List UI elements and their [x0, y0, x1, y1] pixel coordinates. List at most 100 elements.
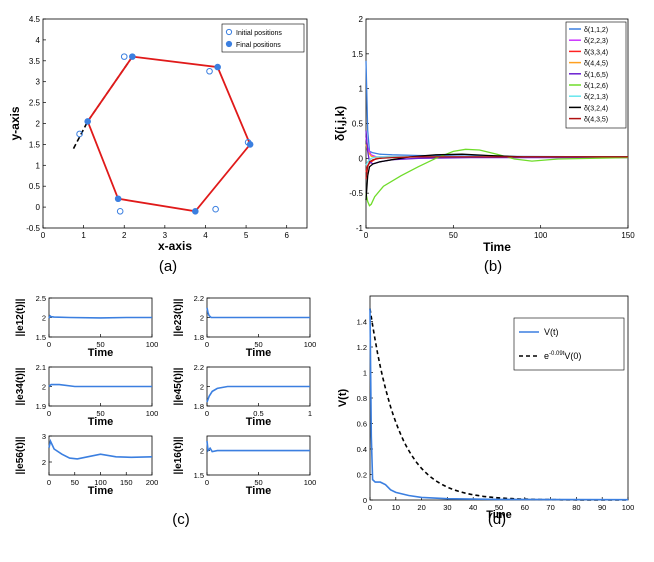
x-tick-label: 90	[598, 503, 606, 512]
initial-position-marker	[212, 205, 219, 213]
y-tick-label: 4	[36, 36, 41, 45]
y-axis-label: ||e34(t)||	[15, 367, 26, 405]
x-tick-label: 0.5	[253, 409, 263, 418]
y-tick-label: 0.5	[29, 182, 41, 191]
y-axis-label: ||e56(t)||	[15, 436, 26, 474]
x-tick-label: 1	[81, 231, 86, 240]
x-axis-label: Time	[246, 347, 271, 359]
y-tick-label: 0.4	[357, 445, 367, 454]
x-tick-label: 3	[163, 231, 168, 240]
y-tick-label: 1.8	[194, 333, 204, 342]
series-line	[48, 438, 153, 460]
y-tick-label: 2	[42, 458, 46, 467]
x-tick-label: 50	[71, 478, 79, 487]
y-tick-label: 1.4	[357, 318, 367, 327]
y-tick-label: 0.5	[352, 120, 364, 129]
series-line	[206, 307, 310, 319]
final-position-marker	[192, 207, 199, 215]
x-tick-label: 50	[96, 340, 104, 349]
x-tick-label: 2	[122, 231, 127, 240]
series-line	[365, 153, 628, 201]
y-axis-label: V(t)	[337, 389, 349, 408]
y-tick-label: 1.5	[352, 50, 364, 59]
x-tick-label: 100	[146, 340, 159, 349]
x-tick-label: 150	[621, 231, 635, 240]
legend-label: e-0.09tV(0)	[544, 351, 581, 361]
initial-position-marker	[120, 53, 128, 60]
y-axis-label: y-axis	[8, 106, 22, 140]
series-line	[365, 60, 629, 158]
x-tick-label: 100	[622, 503, 635, 512]
y-tick-label: 2	[359, 15, 364, 24]
y-tick-label: 1	[36, 161, 41, 170]
y-tick-label: 0	[359, 154, 364, 163]
y-tick-label: 1.5	[36, 333, 46, 342]
x-tick-label: 40	[469, 503, 477, 512]
x-tick-label: 150	[120, 478, 133, 487]
legend-marker-final	[225, 40, 233, 48]
y-tick-label: 1.8	[194, 402, 204, 411]
panel-caption: (b)	[484, 258, 502, 275]
y-tick-label: 2	[42, 383, 46, 392]
x-tick-label: 1	[308, 409, 312, 418]
x-tick-label: 50	[254, 478, 262, 487]
legend-label: Final positions	[236, 42, 281, 49]
y-axis-label: ||e12(t)||	[15, 298, 26, 336]
legend-label: Initial positions	[236, 30, 282, 37]
y-tick-label: 0	[36, 203, 41, 212]
x-axis-label: Time	[88, 485, 113, 497]
x-tick-label: 0	[205, 409, 209, 418]
x-axis-label: Time	[246, 485, 271, 497]
x-tick-label: 100	[534, 231, 548, 240]
x-tick-label: 80	[572, 503, 580, 512]
y-tick-label: 1.5	[194, 471, 204, 480]
x-tick-label: 4	[203, 231, 208, 240]
y-tick-label: 2.2	[194, 363, 204, 372]
y-tick-label: 2	[36, 120, 41, 129]
y-tick-label: -0.5	[26, 224, 40, 233]
series-line	[206, 385, 310, 403]
x-tick-label: 5	[244, 231, 249, 240]
x-tick-label: 100	[304, 340, 317, 349]
x-tick-label: 20	[417, 503, 425, 512]
x-axis-label: x-axis	[158, 239, 192, 253]
x-tick-label: 0	[368, 503, 372, 512]
x-axis-label: Time	[483, 240, 511, 254]
y-tick-label: 3	[36, 78, 41, 87]
x-axis-label: Time	[88, 416, 113, 428]
legend-label: δ(3,2,4)	[584, 105, 608, 112]
y-tick-label: 2	[200, 383, 204, 392]
x-tick-label: 100	[304, 478, 317, 487]
legend-label: δ(4,4,5)	[584, 61, 608, 68]
lyapunov-line	[369, 308, 629, 501]
x-tick-label: 0	[205, 478, 209, 487]
legend-label: δ(1,2,6)	[584, 83, 608, 90]
y-tick-label: 2	[42, 314, 46, 323]
series-line	[206, 440, 310, 453]
initial-position-marker	[116, 207, 124, 215]
y-tick-label: -1	[356, 224, 364, 233]
panel-caption: (a)	[159, 258, 177, 275]
subplot-axes	[206, 435, 311, 476]
x-axis-label: Time	[246, 416, 271, 428]
x-tick-label: 0	[47, 340, 51, 349]
y-tick-label: 1.9	[36, 402, 46, 411]
x-axis-label: Time	[88, 347, 113, 359]
final-position-marker	[129, 53, 136, 60]
y-tick-label: 2	[200, 447, 204, 456]
y-tick-label: 3.5	[29, 57, 41, 66]
y-tick-label: 2.1	[36, 363, 46, 372]
initial-position-marker	[206, 67, 213, 75]
x-tick-label: 0	[364, 231, 369, 240]
series-line	[48, 314, 152, 319]
y-axis-label: ||e45(t)||	[173, 367, 184, 405]
x-tick-label: 50	[254, 340, 262, 349]
legend-box	[221, 23, 305, 53]
y-tick-label: 2.5	[36, 294, 46, 303]
y-tick-label: 2	[200, 314, 204, 323]
y-tick-label: 3	[42, 432, 46, 441]
x-tick-label: 10	[392, 503, 400, 512]
y-tick-label: 1	[363, 369, 367, 378]
x-tick-label: 6	[284, 231, 289, 240]
